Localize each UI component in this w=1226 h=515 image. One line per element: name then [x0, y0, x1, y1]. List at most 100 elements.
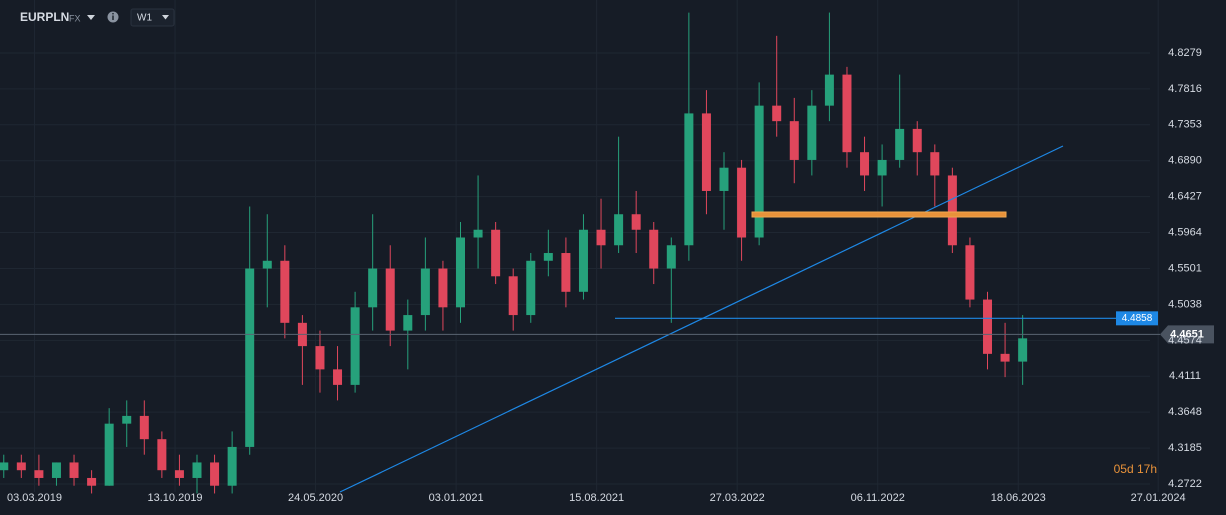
zone-rectangle[interactable] — [751, 211, 1007, 218]
candle-body — [684, 113, 694, 246]
y-tick-label: 4.5501 — [1168, 262, 1202, 274]
y-tick-label: 4.4111 — [1169, 370, 1201, 382]
candle-body — [0, 462, 9, 471]
candle-body — [666, 245, 676, 269]
candle-body — [122, 415, 132, 424]
timeframe-select[interactable] — [130, 8, 175, 27]
y-tick-label: 4.5038 — [1168, 298, 1202, 310]
candle-body — [983, 299, 993, 354]
candle-body — [877, 159, 887, 176]
candle-body — [947, 175, 957, 246]
candle-body — [403, 315, 413, 331]
candle-body — [754, 105, 764, 238]
candle-body — [210, 462, 220, 486]
x-tick-label: 24.05.2020 — [288, 492, 343, 504]
candle-body — [860, 152, 870, 176]
candle-body — [824, 74, 834, 106]
candle-body — [596, 229, 606, 246]
x-tick-label: 15.08.2021 — [569, 492, 624, 504]
y-tick-label: 4.7353 — [1168, 119, 1202, 131]
candle-body — [69, 462, 79, 478]
candle-body — [438, 268, 448, 308]
candle-body — [631, 214, 641, 230]
candle-body — [280, 260, 290, 323]
candle-body — [157, 439, 167, 471]
grid — [0, 0, 1159, 492]
y-tick-label: 4.6890 — [1168, 155, 1202, 167]
timeframe: W1 — [137, 13, 152, 24]
candle-body — [227, 446, 237, 486]
candle-body — [104, 423, 114, 486]
candle-body — [245, 268, 255, 447]
candle-body — [578, 229, 588, 292]
candle-body — [139, 415, 149, 440]
x-tick-label: 13.10.2019 — [148, 492, 203, 504]
symbol[interactable]: EURPLN — [20, 10, 69, 24]
x-tick-label: 18.06.2023 — [991, 492, 1046, 504]
candle-body — [789, 121, 799, 160]
y-tick-label: 4.7816 — [1168, 83, 1202, 95]
trend-line[interactable] — [339, 145, 1064, 493]
level-label: 4.4858 — [1122, 313, 1153, 324]
candle-body — [87, 477, 97, 486]
y-tick-label: 4.6427 — [1168, 191, 1202, 203]
overlays: 4.4858 4.4651 05d 17h — [0, 311, 1214, 476]
candle-body — [930, 152, 940, 176]
candle-body — [543, 253, 553, 261]
candle-body — [1018, 338, 1028, 362]
level-label-box — [1116, 311, 1158, 326]
candle-body — [16, 462, 26, 471]
y-tick-label: 4.4574 — [1168, 334, 1202, 346]
candle-body — [34, 470, 44, 478]
candle-body — [174, 470, 184, 478]
candle-body — [807, 105, 817, 160]
candles — [0, 12, 1028, 494]
y-tick-label: 4.5964 — [1168, 226, 1202, 238]
timeframe-dropdown[interactable] — [162, 15, 169, 20]
candle-body — [842, 74, 852, 153]
candle-body — [315, 346, 325, 370]
candle-body — [649, 229, 659, 269]
x-tick-label: 03.03.2019 — [7, 492, 62, 504]
candle-body — [772, 105, 782, 122]
candle-body — [614, 214, 624, 246]
candle-body — [368, 268, 378, 308]
x-tick-label: 27.01.2024 — [1131, 492, 1186, 504]
y-tick-label: 4.3185 — [1168, 442, 1202, 454]
last-price-label: 4.4651 — [1170, 328, 1204, 340]
y-tick-label: 4.8279 — [1168, 47, 1202, 59]
last-price-box — [1160, 325, 1214, 344]
y-tick-label: 4.3648 — [1168, 406, 1202, 418]
candle-body — [333, 369, 343, 385]
candle-body — [491, 229, 501, 277]
candle-body — [420, 268, 430, 316]
candle-body — [192, 462, 202, 478]
candle-body — [965, 245, 975, 300]
candle-body — [508, 276, 518, 316]
candle-body — [895, 128, 905, 160]
candle-body — [737, 167, 747, 238]
symbol-dropdown[interactable] — [87, 15, 95, 20]
candle-body — [701, 113, 711, 191]
candle-body — [51, 462, 61, 478]
candle-body — [526, 260, 536, 316]
candle-body — [719, 167, 729, 191]
candle-body — [262, 260, 272, 269]
market: FX — [69, 13, 81, 23]
info-icon-glyph — [112, 15, 114, 20]
candle-body — [473, 229, 483, 238]
y-tick-label: 4.2722 — [1168, 478, 1202, 490]
candle-body — [350, 307, 360, 385]
candle-body — [912, 128, 922, 153]
candle-body — [561, 253, 571, 292]
x-tick-label: 27.03.2022 — [710, 492, 765, 504]
x-tick-label: 06.11.2022 — [851, 492, 905, 504]
candle-body — [456, 237, 466, 308]
bar-countdown: 05d 17h — [1114, 462, 1157, 476]
info-icon-glyph — [112, 13, 114, 15]
x-tick-label: 03.01.2021 — [429, 492, 484, 504]
candle-body — [385, 268, 395, 331]
